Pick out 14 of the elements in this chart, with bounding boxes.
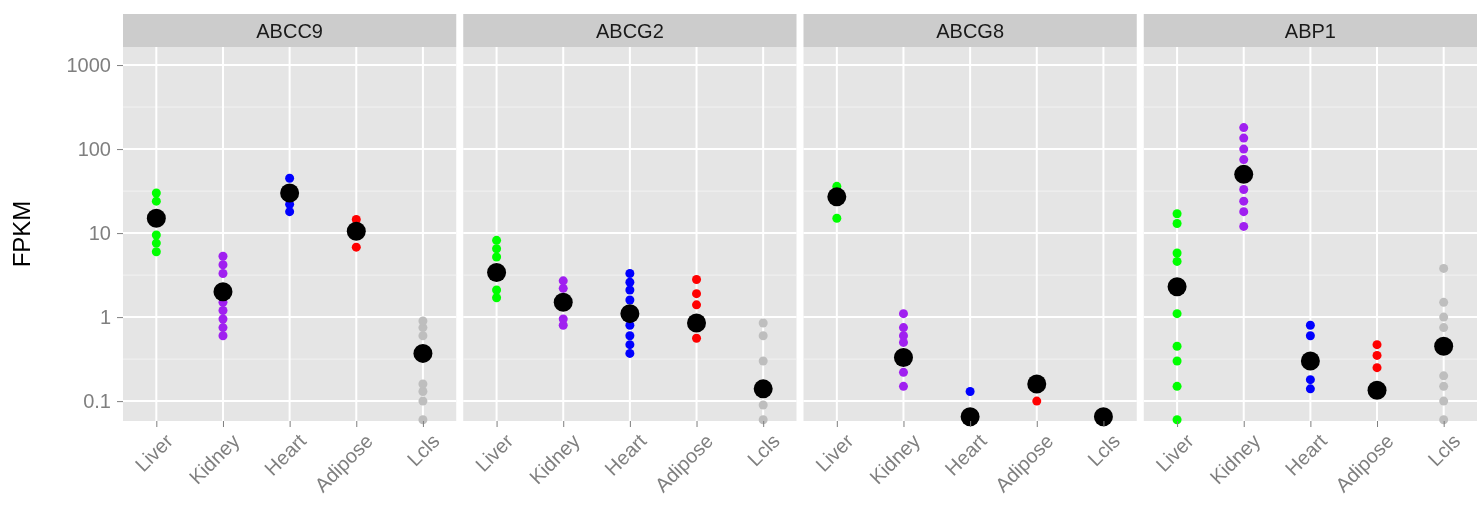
- y-tick-label: 1000: [66, 53, 111, 76]
- y-tick-label: 100: [77, 137, 111, 160]
- y-axis-title: FPKM: [8, 200, 35, 268]
- x-tick-label: Lcls: [1423, 429, 1465, 471]
- y-tick-label: 10: [88, 221, 111, 244]
- chart-title: ABP1: [1284, 19, 1336, 42]
- y-tick-label: 0.1: [83, 390, 111, 413]
- chart-title: ABCC9: [256, 19, 323, 42]
- y-tick-label: 1: [99, 306, 111, 329]
- x-tick-label: Lcls: [743, 429, 784, 471]
- x-tick-label: Lcls: [1083, 429, 1125, 471]
- chart-title: ABCG2: [595, 19, 664, 42]
- chart-title: ABCG8: [936, 19, 1005, 42]
- x-tick-label: Lcls: [402, 429, 444, 471]
